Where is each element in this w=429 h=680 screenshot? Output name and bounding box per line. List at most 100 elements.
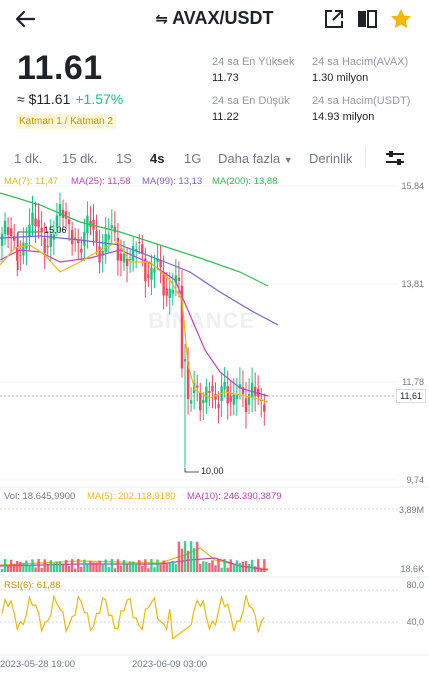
rsi-axis-low: 40,0 [406,617,424,627]
volume-bar [74,568,77,572]
volume-bar [211,560,214,572]
candles [0,192,266,468]
candle-body [226,386,229,404]
candle-body [131,246,135,261]
time-label-2: 2023-06-09 03:00 [132,659,208,670]
volume-bar [110,559,113,572]
candle-body [165,288,168,296]
volume-bar [247,563,251,572]
stat-vol-base: 24 sa Hacim(AVAX) 1.30 milyon [312,56,408,84]
candle-body [141,244,144,254]
volume-bar [52,563,56,572]
candle-body [238,384,242,388]
volume-bar [58,561,62,572]
volume-bar [77,559,80,572]
volume-bar [34,567,37,572]
candle-body [119,253,123,261]
candle-body [95,230,98,241]
volume-bar [183,541,187,572]
tab-15m[interactable]: 15 dk. [62,151,98,166]
candle-body [3,220,7,234]
volume-bar [156,559,159,572]
volume-bar [3,559,7,572]
volume-bar [150,559,153,572]
tab-1m[interactable]: 1 dk. [14,151,43,166]
candle-body [235,395,239,400]
candle-body [19,254,22,256]
volume-bar [177,541,181,572]
candle-body [116,237,120,261]
volume-bar [95,562,98,572]
candle-body [58,203,62,217]
candle-body [147,274,150,278]
volume-bar [104,559,107,572]
volume-bar [253,566,257,572]
high-annotation: 15,06 [44,225,67,235]
volume-bar [165,562,168,572]
volume-bar [189,541,193,572]
volume-bar [196,541,199,572]
book-icon[interactable] [355,7,379,31]
pair-title: AVAX/USDT [172,8,274,28]
volume-axis-low: 18,6K [400,564,424,574]
candle-body [16,246,19,262]
star-icon[interactable] [389,7,413,31]
price-axis-1: 15,84 [401,181,424,191]
time-label-1: 2023-05-28 19:00 [0,659,76,670]
volume-bar [125,563,129,572]
volume-bar [241,561,245,572]
stat-low-value: 11.22 [212,111,239,123]
fiat-price: ≈ $11.61 [17,91,71,107]
volume-bar [0,569,4,572]
stat-vol-base-label: 24 sa Hacim(AVAX) [312,56,409,68]
candle-body [37,219,40,228]
ma99-label: MA(99): 13,13 [142,176,203,187]
candle-body [122,253,126,263]
price-axis-2: 13,81 [401,279,424,289]
volume-bar [128,561,132,572]
candle-body [247,394,251,405]
volume-bar [174,564,178,572]
candle-body [214,394,217,400]
volume-bar [263,559,266,572]
volume-bar [214,565,217,572]
tab-more[interactable]: Daha fazla ▼ [218,151,293,166]
volume-bar [64,559,68,572]
candle-body [159,260,162,267]
last-price: 11.61 [17,49,103,87]
stat-vol-quote-value: 14.93 milyon [312,111,375,123]
volume-bar [138,560,141,572]
volume-bar [28,565,31,572]
candle-body [211,385,214,392]
stat-low: 24 sa En Düşük 11.22 [212,95,290,123]
ma7-line [0,241,269,403]
candle-body [128,258,132,260]
tab-depth[interactable]: Derinlik [309,151,353,166]
volume-bar [55,561,59,572]
tab-4h[interactable]: 4s [150,151,165,166]
candle-body [241,387,245,395]
candle-body [180,285,184,369]
tab-1d[interactable]: 1G [184,151,202,166]
candle-body [217,404,220,409]
price-axis-3: 11,78 [402,377,424,387]
volume-bar [131,561,135,572]
volume-bar [70,559,74,572]
tab-1h[interactable]: 1S [116,151,132,166]
settings-sliders-icon[interactable] [384,149,406,167]
candle-body [250,382,254,398]
stat-low-label: 24 sa En Düşük [212,95,290,107]
volume-bar [80,566,83,572]
candle-body [135,249,138,252]
ma-lines [0,192,279,640]
price-change: +1.57% [75,91,124,107]
back-arrow-icon[interactable] [12,6,38,32]
pair-selector[interactable]: ⇋ AVAX/USDT [0,8,429,29]
category-tag[interactable]: Katman 1 / Katman 2 [16,114,116,129]
share-icon[interactable] [322,7,346,31]
candle-body [125,258,129,266]
caret-down-icon: ▼ [283,155,293,165]
watermark-text: BINANCE [148,308,256,333]
interval-tabs: 1 dk. 15 dk. 1S 4s 1G Daha fazla ▼ Derin… [0,148,429,170]
